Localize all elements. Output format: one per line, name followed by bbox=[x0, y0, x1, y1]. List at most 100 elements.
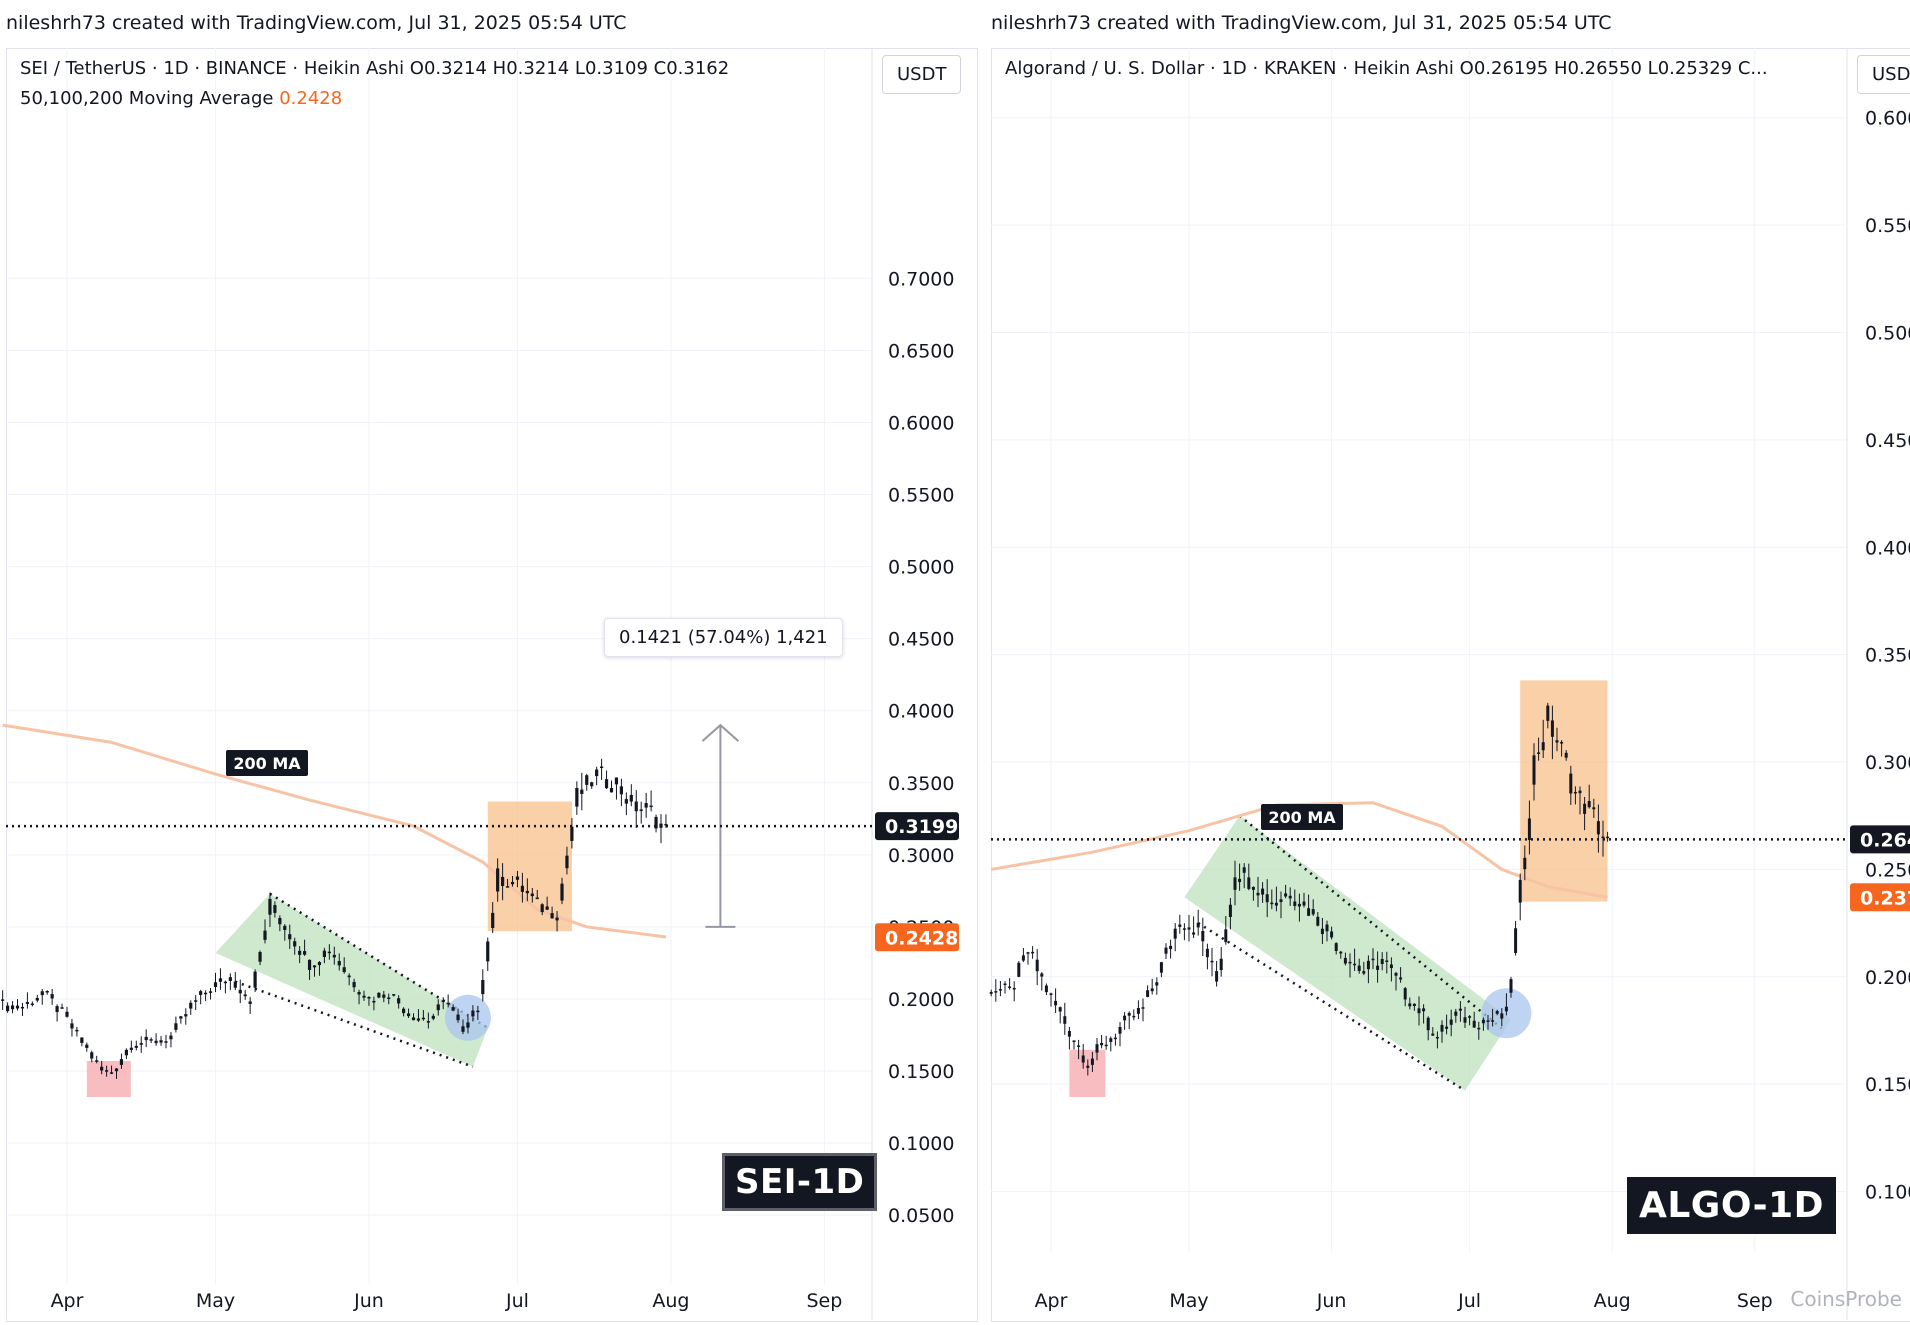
candle-body bbox=[253, 971, 257, 988]
candle-body bbox=[1537, 752, 1541, 754]
channel-upper-line bbox=[269, 892, 489, 1029]
candle-body bbox=[1270, 902, 1274, 905]
candle-body bbox=[1058, 1007, 1062, 1012]
rally-zone-box bbox=[487, 801, 572, 932]
candle-body bbox=[1251, 886, 1255, 890]
y-tick-label: 0.3500 bbox=[888, 773, 954, 795]
last-price-tag bbox=[1850, 825, 1910, 854]
candle-body bbox=[213, 982, 218, 987]
candle-body bbox=[1095, 1044, 1099, 1053]
candle-body bbox=[1081, 1055, 1085, 1063]
candle-body bbox=[1426, 1017, 1430, 1031]
candle-body bbox=[184, 1014, 188, 1017]
y-tick-label: 0.600 bbox=[1865, 108, 1910, 130]
candle-body bbox=[1555, 740, 1559, 743]
symbol-legend: SEI / TetherUS · 1D · BINANCE · Heikin A… bbox=[20, 58, 730, 79]
candle-body bbox=[1077, 1045, 1081, 1047]
candle-body bbox=[50, 994, 54, 999]
ma-tag bbox=[1261, 804, 1343, 830]
sei-chart-panel: nileshrh73 created with TradingView.com,… bbox=[0, 0, 980, 1325]
candle-body bbox=[105, 1070, 109, 1072]
candle-body bbox=[90, 1052, 94, 1059]
candle-body bbox=[644, 803, 648, 808]
x-tick-label: Apr bbox=[1035, 1290, 1068, 1312]
candle-body bbox=[95, 1060, 99, 1062]
x-tick-label: Sep bbox=[1737, 1290, 1773, 1312]
candle-body bbox=[1012, 987, 1016, 990]
ma-price-tag bbox=[1850, 883, 1910, 912]
y-tick-label: 0.5000 bbox=[888, 557, 954, 579]
candle-body bbox=[1256, 892, 1260, 896]
descending-channel bbox=[215, 893, 488, 1067]
candle-body bbox=[555, 917, 559, 921]
candle-body bbox=[1049, 993, 1053, 995]
channel-upper-line bbox=[1238, 814, 1503, 1030]
candle-body bbox=[994, 991, 998, 993]
candle-body bbox=[1481, 1019, 1485, 1024]
candle-body bbox=[609, 788, 614, 793]
candle-body bbox=[169, 1035, 173, 1040]
candle-body bbox=[1035, 959, 1039, 972]
candle-body bbox=[1063, 1016, 1067, 1024]
candle-body bbox=[441, 1000, 445, 1003]
candle-body bbox=[1242, 867, 1246, 873]
candle-body bbox=[1417, 1008, 1421, 1014]
last-price-tag bbox=[875, 812, 959, 841]
candle-body bbox=[1366, 960, 1370, 970]
candle-body bbox=[614, 777, 619, 785]
currency-button[interactable]: USD bbox=[1857, 55, 1910, 94]
candle-body bbox=[248, 1001, 252, 1004]
candle-body bbox=[347, 975, 351, 978]
candle-body bbox=[1187, 927, 1191, 930]
x-tick-label: Apr bbox=[51, 1290, 84, 1312]
candle-body bbox=[1449, 1019, 1453, 1025]
candle-body bbox=[1403, 988, 1407, 1000]
chart-badge: SEI-1D bbox=[722, 1153, 878, 1211]
x-tick-label: May bbox=[1169, 1290, 1208, 1312]
candle-body bbox=[1601, 836, 1605, 839]
last-price-label: 0.264 bbox=[1860, 829, 1910, 851]
candle-body bbox=[1509, 979, 1513, 993]
candle-body bbox=[233, 981, 237, 988]
candle-body bbox=[243, 994, 247, 997]
candle-body bbox=[1514, 928, 1518, 953]
currency-button[interactable]: USDT bbox=[882, 55, 962, 94]
candle-body bbox=[1440, 1024, 1444, 1032]
candle-body bbox=[426, 1021, 430, 1023]
candle-body bbox=[1141, 1007, 1145, 1009]
x-tick-label: Aug bbox=[1594, 1290, 1631, 1312]
x-tick-label: May bbox=[196, 1290, 235, 1312]
candle-body bbox=[436, 1004, 440, 1011]
candle-body bbox=[352, 981, 356, 988]
candle-body bbox=[1150, 988, 1154, 992]
y-tick-label: 0.400 bbox=[1865, 537, 1910, 559]
sei-chart-svg[interactable]: 0.7000 0.6500 0.6000 0.5500 0.5000 0.4500 0.40… bbox=[0, 0, 980, 1325]
candle-body bbox=[604, 779, 609, 789]
candle-body bbox=[1353, 963, 1357, 966]
candle-body bbox=[1090, 1058, 1094, 1065]
candle-body bbox=[1228, 904, 1232, 917]
candle-body bbox=[273, 905, 277, 913]
candle-body bbox=[1247, 877, 1251, 889]
candle-body bbox=[70, 1023, 74, 1029]
candle-body bbox=[1343, 957, 1347, 964]
candle-body bbox=[263, 930, 267, 940]
algo-chart-svg[interactable]: 0.600 0.550 0.500 0.450 0.400 0.350 0.300 0.250… bbox=[985, 0, 1910, 1325]
y-tick-label: 0.550 bbox=[1865, 215, 1910, 237]
candle-body bbox=[1182, 928, 1186, 930]
candle-body bbox=[1044, 985, 1048, 993]
y-tick-label: 0.2000 bbox=[888, 989, 954, 1011]
y-tick-label: 0.200 bbox=[1865, 967, 1910, 989]
candle-body bbox=[1330, 931, 1334, 938]
ma-tag-label: 200 MA bbox=[233, 754, 301, 773]
candle-body bbox=[1311, 909, 1315, 915]
candle-body bbox=[129, 1047, 133, 1050]
candle-body bbox=[55, 1006, 59, 1013]
candle-body bbox=[218, 978, 223, 982]
candle-body bbox=[1550, 720, 1554, 737]
descending-channel bbox=[1184, 815, 1511, 1091]
y-tick-label: 0.100 bbox=[1865, 1182, 1910, 1204]
candle-body bbox=[550, 913, 554, 919]
candle-body bbox=[1031, 951, 1035, 954]
candle-body bbox=[1380, 958, 1384, 965]
